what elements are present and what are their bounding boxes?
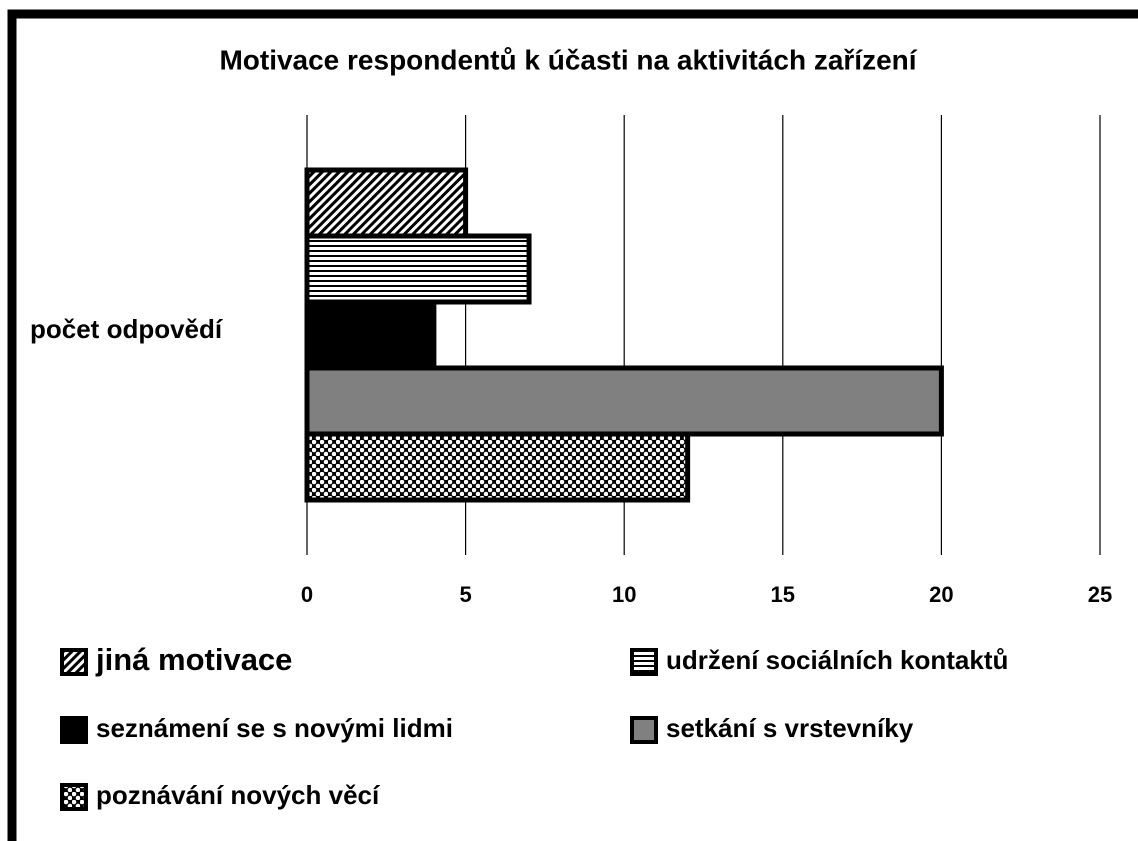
legend-swatch bbox=[630, 716, 658, 744]
legend-swatch bbox=[60, 716, 88, 744]
legend-label: poznávání nových věcí bbox=[96, 780, 380, 810]
legend-label: seznámení se s novými lidmi bbox=[96, 713, 453, 743]
x-tick-label: 0 bbox=[301, 582, 313, 607]
bar bbox=[304, 167, 469, 239]
legend-swatch bbox=[630, 648, 658, 676]
x-tick-label: 5 bbox=[459, 582, 471, 607]
bar bbox=[304, 233, 532, 305]
chart-border bbox=[7, 9, 1138, 841]
bar bbox=[304, 365, 944, 437]
legend-swatch bbox=[60, 648, 88, 676]
x-tick-label: 25 bbox=[1088, 582, 1112, 607]
legend-label: setkání s vrstevníky bbox=[666, 713, 914, 743]
bar bbox=[304, 431, 691, 503]
y-tick-label: počet odpovědí bbox=[30, 314, 223, 344]
bar bbox=[304, 299, 437, 371]
x-tick-label: 15 bbox=[771, 582, 795, 607]
x-tick-label: 20 bbox=[929, 582, 953, 607]
legend-label: jiná motivace bbox=[95, 642, 292, 677]
chart-title: Motivace respondentů k účasti na aktivit… bbox=[219, 44, 917, 75]
legend-label: udržení sociálních kontaktů bbox=[666, 645, 1008, 675]
legend-swatch bbox=[60, 783, 88, 811]
x-tick-label: 10 bbox=[612, 582, 636, 607]
